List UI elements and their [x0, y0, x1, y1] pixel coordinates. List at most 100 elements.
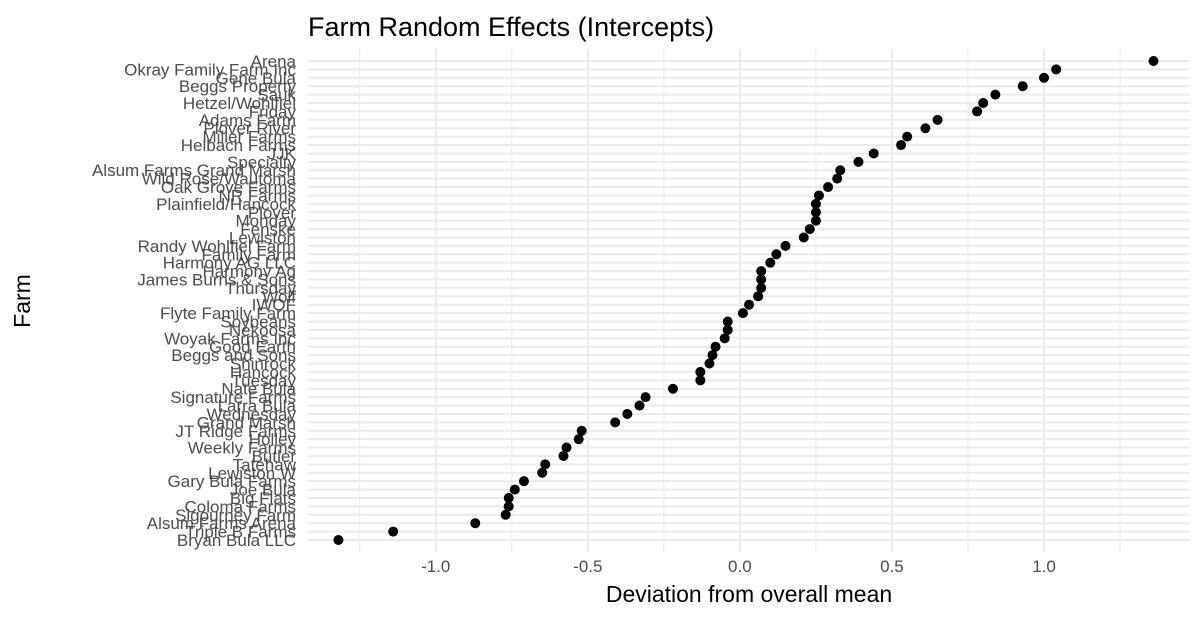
y-tick-label: Fenske	[240, 220, 296, 239]
y-tick-label: Larra Bula	[218, 397, 297, 416]
data-point	[719, 333, 730, 344]
data-point	[573, 434, 584, 445]
data-point	[561, 442, 572, 453]
y-tick-label: Wolf	[262, 287, 296, 306]
y-tick-label: Sauk	[257, 86, 296, 105]
data-point	[576, 425, 587, 436]
y-tick-label: Plainfield/Hancock	[156, 195, 296, 214]
y-tick-label: Hancock	[230, 363, 297, 382]
data-point	[707, 350, 718, 361]
data-point	[1148, 56, 1159, 66]
y-tick-label: James Burns & Sons	[137, 270, 296, 289]
y-tick-label: Harmony AG LLC	[163, 254, 296, 273]
data-point	[722, 316, 733, 327]
x-tick-label: 0.0	[728, 557, 752, 576]
y-tick-label: Hetzel/Wohlfiel	[183, 94, 296, 113]
y-tick-label: Sigourney Farm	[175, 506, 296, 525]
y-tick-label: Wild Rose/Wautoma	[142, 170, 297, 189]
data-point	[667, 383, 678, 394]
y-tick-label: Alsum Farms Arena	[147, 514, 297, 533]
y-tick-label: Tatehaw	[233, 455, 297, 474]
y-tick-label: Plover River	[203, 119, 296, 138]
x-tick-label: -1.0	[421, 557, 450, 576]
x-axis-title: Deviation from overall mean	[606, 581, 892, 607]
y-tick-label: Nate Bula	[221, 380, 296, 399]
data-point	[902, 131, 913, 142]
y-tick-label: Lewiston W	[208, 464, 296, 483]
y-tick-label: Okray Family Farm Inc	[124, 60, 296, 79]
y-tick-label: Soybeans	[220, 313, 296, 332]
y-tick-label: Helbach Farms	[181, 136, 296, 155]
data-point	[978, 98, 989, 109]
data-point	[972, 106, 983, 117]
y-axis-title: Farm	[9, 274, 35, 328]
y-tick-label: Adams Farm	[199, 111, 296, 130]
y-tick-label: Beggs Property	[179, 77, 297, 96]
y-tick-label: Arena	[251, 52, 297, 71]
y-tick-label: Specialty	[227, 153, 296, 172]
y-tick-label: Friday	[249, 102, 297, 121]
y-tick-label: Lewiston	[229, 228, 296, 247]
chart-title: Farm Random Effects (Intercepts)	[308, 12, 714, 42]
data-points	[333, 56, 1159, 545]
data-point	[756, 274, 767, 285]
data-point	[771, 249, 782, 260]
data-point	[537, 467, 548, 478]
data-point	[920, 123, 931, 134]
x-tick-label: -0.5	[573, 557, 602, 576]
x-tick-label: 0.5	[880, 557, 904, 576]
data-point	[868, 148, 879, 159]
y-tick-label: Randy Wohlfiel Farm	[138, 237, 296, 256]
y-tick-label: Gene Bula	[216, 69, 297, 88]
y-tick-label: IWOF	[252, 296, 296, 315]
major-gridlines-x	[434, 49, 1046, 552]
y-tick-label: Woyak Farms Inc	[164, 329, 296, 348]
y-tick-label: Beggs and Sons	[171, 346, 296, 365]
data-point	[610, 417, 621, 428]
data-point	[744, 299, 754, 310]
y-tick-label: JT Ridge Farms	[175, 422, 296, 441]
data-point	[333, 535, 344, 545]
y-tick-label: Thursday	[225, 279, 296, 298]
data-point	[896, 140, 907, 151]
data-point	[804, 224, 815, 235]
y-tick-label: Tuesday	[231, 371, 296, 390]
data-point	[737, 308, 748, 319]
y-tick-label: Plover	[248, 203, 297, 222]
data-point	[1051, 64, 1062, 75]
data-point	[756, 282, 767, 293]
data-point	[500, 509, 511, 520]
minor-gridlines	[359, 49, 1121, 552]
y-tick-label: Shinrock	[230, 355, 297, 374]
data-point	[753, 291, 764, 302]
data-point	[470, 518, 481, 529]
y-tick-label: Joe Bula	[230, 481, 297, 500]
y-tick-label: JJK	[268, 144, 297, 163]
y-tick-label: Coloma Farms	[185, 497, 296, 516]
y-tick-label: Family Farm	[202, 245, 296, 264]
data-point	[518, 476, 529, 487]
data-point	[710, 341, 721, 352]
data-point	[540, 459, 551, 470]
data-point	[756, 266, 767, 277]
data-point	[810, 198, 821, 209]
y-tick-label: Good Earth	[209, 338, 296, 357]
y-tick-label: Gary Bula Farms	[168, 472, 296, 491]
data-point	[990, 89, 1001, 100]
data-point	[503, 501, 514, 512]
data-point	[832, 173, 843, 184]
y-tick-label: NR Farms	[219, 186, 296, 205]
data-point	[640, 392, 651, 403]
data-point	[634, 400, 645, 411]
data-point	[1017, 81, 1028, 92]
y-tick-label: Miller Farms	[203, 128, 297, 147]
data-point	[622, 408, 633, 419]
y-tick-label: Harmony Ag	[202, 262, 296, 281]
y-tick-label: Grand Marsh	[197, 413, 296, 432]
data-point	[810, 215, 821, 226]
data-point	[798, 232, 809, 243]
data-point	[853, 156, 864, 167]
data-point	[695, 375, 706, 386]
